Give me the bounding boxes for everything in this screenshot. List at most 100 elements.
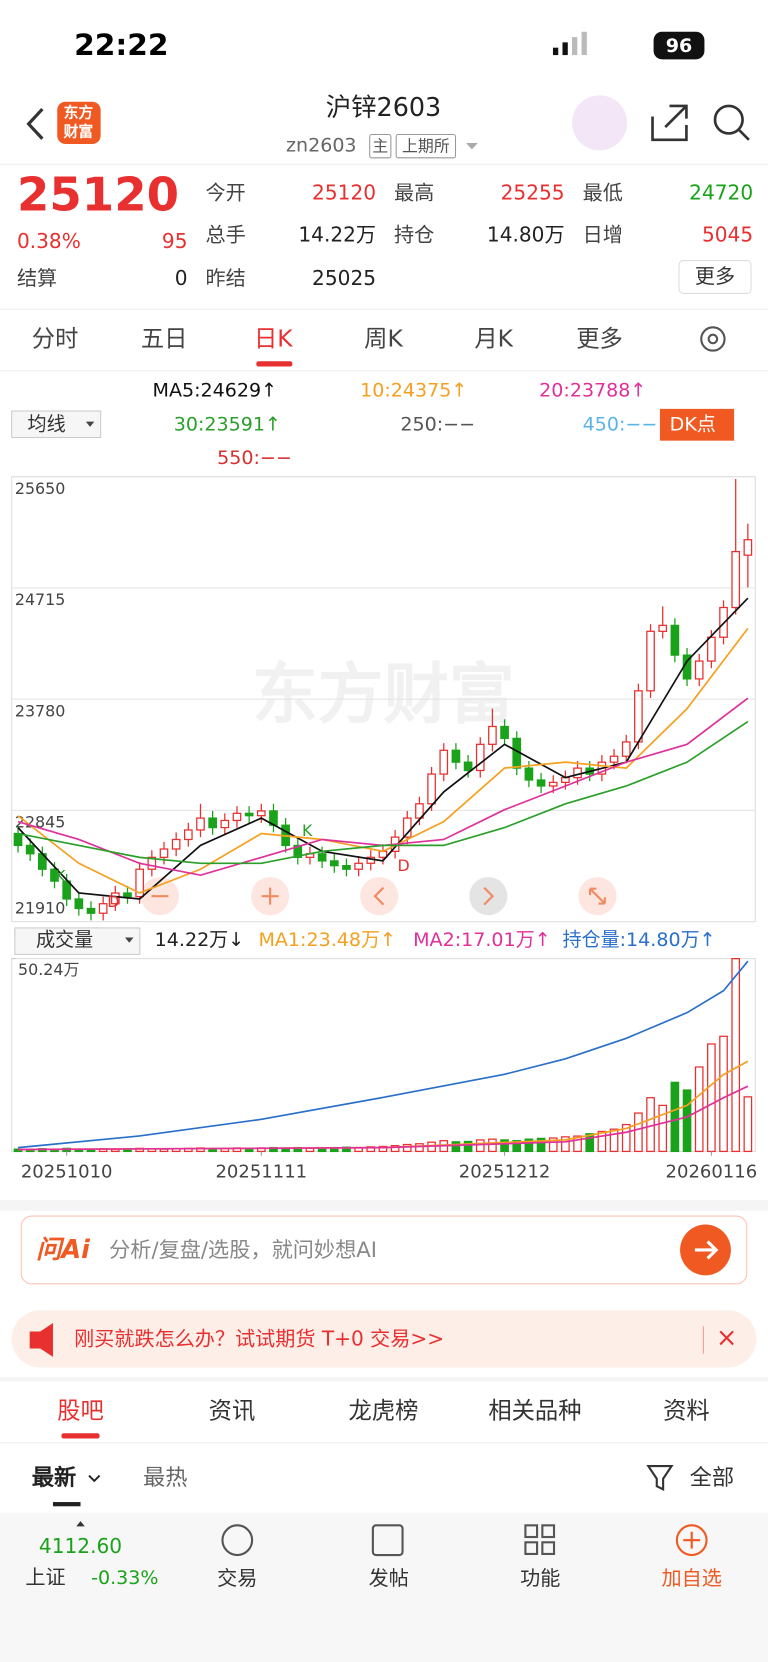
candle-body — [475, 743, 485, 772]
volume-bar — [536, 1137, 546, 1153]
more-button[interactable]: 更多 — [695, 264, 735, 288]
candle-body — [427, 773, 436, 805]
back-button[interactable] — [26, 108, 44, 140]
ma-select[interactable] — [11, 410, 102, 439]
banner[interactable] — [11, 1310, 757, 1368]
logo-text: 东方 — [64, 103, 94, 121]
nav-item[interactable]: 发帖 — [369, 1566, 409, 1590]
sub-tab[interactable]: 相关品种 — [488, 1398, 581, 1425]
chart-controls[interactable] — [140, 877, 617, 916]
field-label: 结算 — [17, 266, 57, 290]
dropdown[interactable] — [466, 143, 478, 150]
signal — [552, 31, 587, 56]
ma-legend-item: 20:23788↑ — [539, 379, 646, 401]
tab-indicator — [61, 1433, 100, 1439]
banner-text[interactable]: 刚买就跌怎么办？试试期货 T+0 交易>> — [74, 1326, 444, 1350]
candle-body — [196, 817, 205, 831]
y-tick-label: 25650 — [15, 479, 66, 498]
tag-box — [395, 133, 457, 159]
ma-legend-item: MA5:24629↑ — [153, 379, 278, 401]
candle-body — [50, 868, 59, 882]
share-icon[interactable] — [651, 104, 688, 142]
candle-body — [548, 781, 558, 787]
volume-bar — [475, 1139, 485, 1153]
banner-close[interactable]: × — [716, 1322, 737, 1352]
field-value: 25120 — [312, 180, 376, 204]
candle-body — [634, 690, 643, 743]
candle-body — [621, 741, 631, 757]
period-tab[interactable]: 日K — [254, 326, 293, 353]
tag: 主 — [372, 137, 388, 156]
nav-item[interactable]: 交易 — [217, 1566, 257, 1590]
x-tick-label: 20260116 — [666, 1162, 758, 1183]
logo — [57, 101, 101, 145]
ma-legend-item: 30:23591↑ — [174, 413, 281, 435]
ai-brand: 问Ai — [36, 1234, 90, 1264]
dropdown — [125, 937, 134, 943]
nav-item[interactable]: 加自选 — [662, 1566, 722, 1590]
volume-select[interactable] — [14, 927, 141, 955]
period-tab[interactable]: 周K — [364, 326, 403, 353]
nav-item[interactable]: 功能 — [520, 1566, 560, 1590]
volume-bar — [609, 1128, 619, 1153]
candle-body — [293, 844, 303, 858]
logo-text: 财富 — [64, 122, 94, 140]
field-label: 最高 — [394, 180, 434, 204]
sub-tab[interactable]: 股吧 — [57, 1398, 104, 1425]
volume-select-label[interactable]: 成交量 — [36, 929, 93, 951]
ai-input[interactable] — [20, 1215, 748, 1285]
candle-body — [220, 819, 230, 829]
sub-tab[interactable]: 龙虎榜 — [349, 1398, 419, 1425]
filter-icon[interactable] — [646, 1464, 674, 1492]
volume-bar — [707, 1043, 716, 1153]
sub-tab[interactable]: 资料 — [663, 1398, 710, 1425]
ma-legend-item: 10:24375↑ — [360, 379, 467, 401]
field-label: 日增 — [583, 223, 623, 247]
volume-bar — [646, 1097, 655, 1153]
candle-body — [13, 832, 23, 847]
volume-bar — [402, 1143, 412, 1153]
y-tick-label: 23780 — [15, 701, 66, 720]
tag: 上期所 — [402, 137, 450, 156]
sort-option[interactable]: 最热 — [143, 1465, 187, 1491]
volume-bar — [561, 1136, 570, 1153]
avatar[interactable] — [572, 95, 628, 151]
candle-body — [123, 892, 132, 898]
candle-body — [135, 868, 145, 898]
filter-label[interactable]: 全部 — [690, 1465, 734, 1491]
sort-indicator — [52, 1502, 81, 1507]
field-label: 持仓 — [394, 223, 434, 247]
volume-bar — [658, 1104, 668, 1153]
period-tab[interactable]: 更多 — [576, 326, 623, 353]
period-tab[interactable]: 分时 — [32, 326, 79, 353]
candle-body — [573, 767, 582, 779]
candle-body — [731, 550, 741, 609]
candle-body — [110, 892, 120, 905]
volume-legend-item: 持仓量:14.80万↑ — [562, 929, 715, 951]
more-button[interactable] — [678, 260, 752, 294]
candle-body — [524, 767, 534, 781]
ai-placeholder[interactable]: 分析/复盘/选股，就问妙想AI — [109, 1237, 377, 1262]
ma-line — [17, 627, 749, 894]
field-label: 昨结 — [206, 266, 246, 290]
ma-select-label[interactable]: 均线 — [28, 413, 66, 435]
candle-body — [159, 848, 169, 858]
x-tick-label: 20251010 — [21, 1162, 113, 1183]
period-tab[interactable]: 月K — [474, 326, 513, 353]
candle-body — [98, 903, 108, 914]
candle-body — [86, 907, 96, 914]
volume-bar — [682, 1089, 692, 1153]
search-icon[interactable] — [713, 104, 744, 135]
dk-button[interactable] — [659, 408, 735, 441]
sort-option[interactable]: 最新 — [32, 1464, 76, 1491]
field-value: 25025 — [312, 266, 376, 290]
dk-label[interactable]: DK点 — [670, 413, 716, 435]
sub-tab[interactable]: 资讯 — [209, 1398, 256, 1425]
tab-indicator — [256, 361, 293, 367]
settings-icon[interactable] — [700, 326, 726, 352]
volume-line — [18, 1085, 749, 1151]
signal-marker: D — [107, 892, 119, 911]
volume-bar — [378, 1145, 388, 1153]
spacer — [0, 1377, 768, 1382]
period-tab[interactable]: 五日 — [141, 326, 188, 353]
